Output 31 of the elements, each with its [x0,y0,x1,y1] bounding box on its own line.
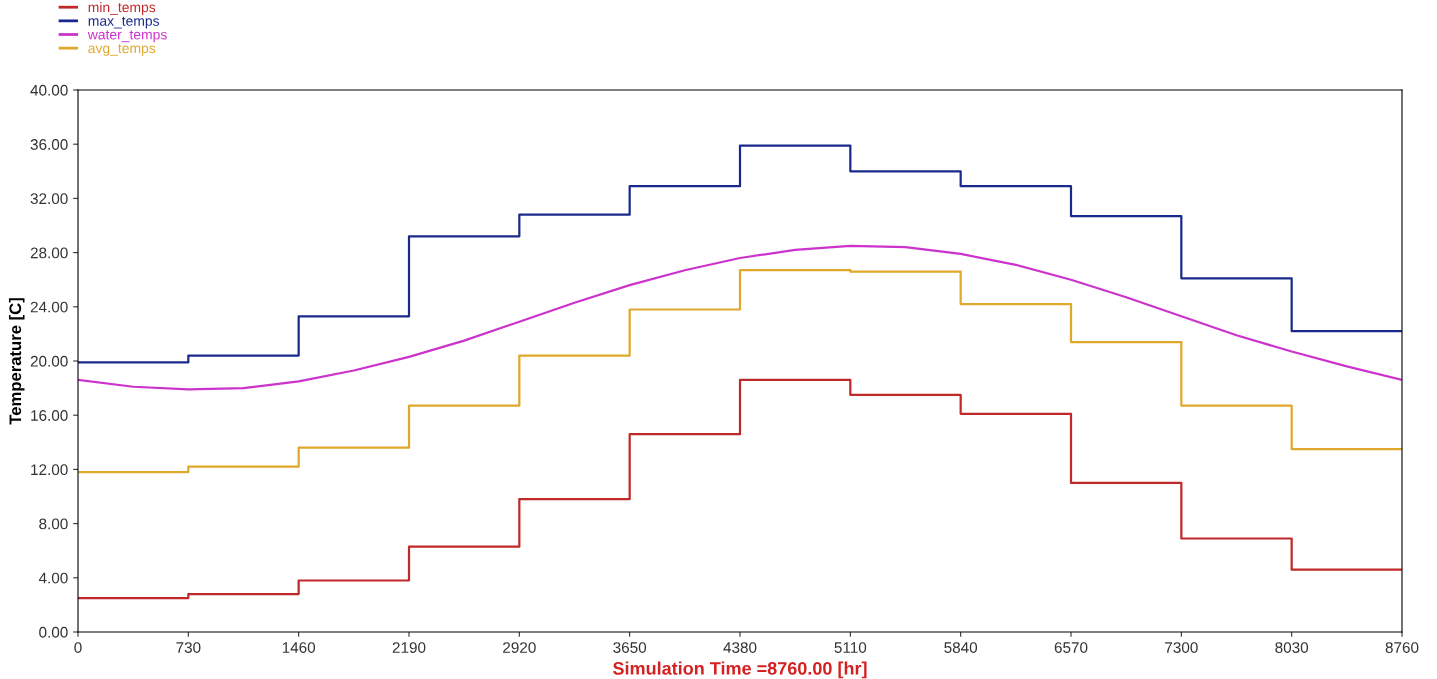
legend-label: min_temps [88,2,156,15]
y-tick-label: 12.00 [31,464,68,476]
x-tick-label: 730 [176,642,201,653]
legend-label: water_temps [87,30,167,43]
x-tick-label: 2190 [392,642,426,653]
y-tick-label: 4.00 [38,572,68,584]
x-tick-label: 8030 [1275,642,1309,653]
y-tick-label: 8.00 [39,518,68,530]
y-tick-label: 28.00 [30,247,68,259]
x-tick-label: 8760 [1385,642,1419,653]
y-tick-label: 0.00 [39,626,68,638]
y-tick-label: 16.00 [31,410,68,421]
line-series [78,244,1402,391]
x-tick-label: 3650 [613,642,647,653]
y-tick-label: 24.00 [30,301,68,313]
x-tick-label: 7300 [1165,642,1198,653]
x-tick-label: 5840 [944,642,978,653]
y-tick-label: 36.00 [30,139,68,150]
y-tick-label: 20.00 [30,355,68,367]
legend-label: max_temps [88,16,160,29]
x-tick-label: 6570 [1054,642,1088,653]
x-tick-label: 5110 [834,642,867,653]
legend-label: avg_temps [88,44,156,56]
x-tick-label: 2920 [503,642,536,653]
x-axis-title: Simulation Time =8760.00 [hr] [613,661,867,679]
y-tick-label: 32.00 [30,193,68,205]
y-tick-label: 40.00 [30,84,68,96]
x-tick-label: 4380 [723,642,757,653]
x-tick-label: 1460 [282,642,316,653]
x-tick-label: 0 [74,642,82,653]
y-axis-title: Temperature [C] [8,298,25,425]
